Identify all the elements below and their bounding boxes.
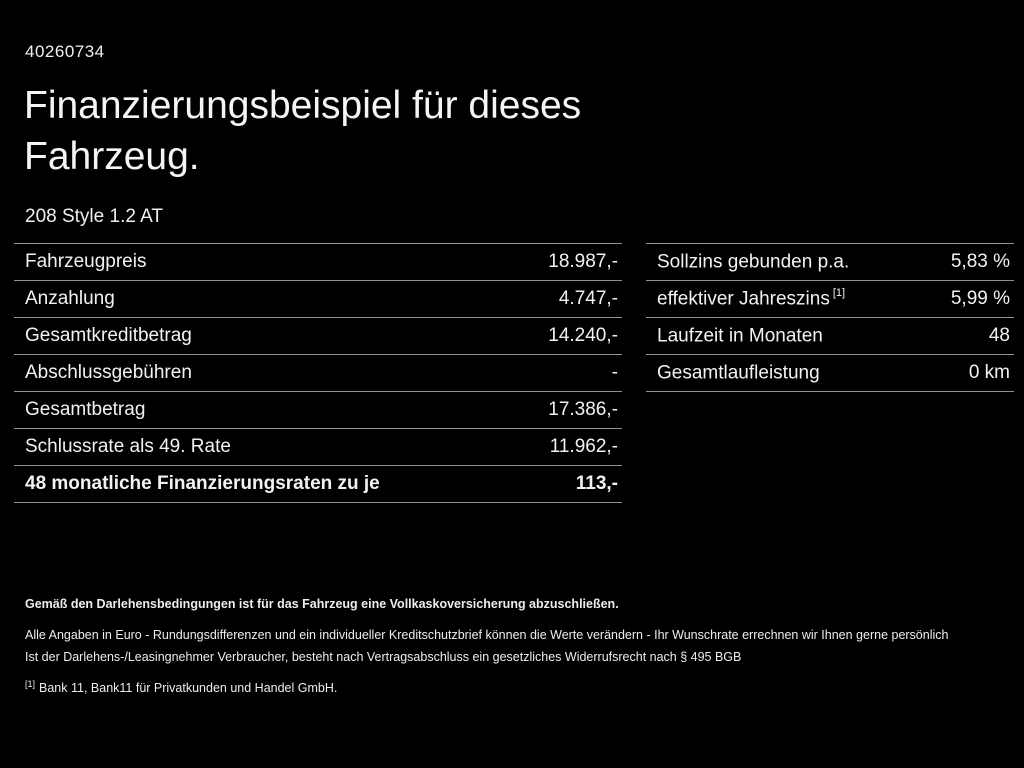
row-value: 5,99 %	[950, 288, 1010, 309]
disclaimer-line-2: Ist der Darlehens-/Leasingnehmer Verbrau…	[25, 650, 742, 664]
row-value: 14.240,-	[548, 325, 618, 346]
row-value: 113,-	[575, 473, 618, 494]
insurance-note: Gemäß den Darlehensbedingungen ist für d…	[25, 597, 619, 611]
row-label: Sollzins gebunden p.a.	[657, 251, 850, 273]
table-row-fahrzeugpreis: Fahrzeugpreis 18.987,-	[14, 243, 622, 280]
table-row-effektiver-jahreszins: effektiver Jahreszins [1] 5,99 %	[646, 280, 1014, 317]
offer-id-number: 40260734	[25, 42, 105, 61]
row-value: 17.386,-	[548, 399, 618, 420]
row-label: Gesamtkreditbetrag	[25, 325, 192, 346]
table-row-anzahlung: Anzahlung 4.747,-	[14, 280, 622, 317]
bank-footnote: [1] Bank 11, Bank11 für Privatkunden und …	[25, 679, 1004, 695]
row-value: 4.747,-	[558, 288, 618, 309]
financing-tables: Fahrzeugpreis 18.987,- Anzahlung 4.747,-…	[14, 243, 1014, 503]
table-row-gesamtkreditbetrag: Gesamtkreditbetrag 14.240,-	[14, 317, 622, 354]
row-value: 11.962,-	[549, 436, 618, 457]
row-label: Fahrzeugpreis	[25, 251, 147, 272]
row-label: 48 monatliche Finanzierungsraten zu je	[25, 473, 380, 494]
financing-table: Fahrzeugpreis 18.987,- Anzahlung 4.747,-…	[14, 243, 622, 503]
row-label: Schlussrate als 49. Rate	[25, 436, 231, 457]
row-value: 0 km	[968, 362, 1010, 383]
page-title-line1: Finanzierungsbeispiel für dieses	[24, 84, 582, 127]
row-value: 18.987,-	[548, 251, 618, 272]
table-row-schlussrate: Schlussrate als 49. Rate 11.962,-	[14, 428, 622, 465]
footnote-ref: [1]	[832, 286, 846, 299]
vehicle-model: 208 Style 1.2 AT	[25, 206, 164, 227]
table-row-monatsrate: 48 monatliche Finanzierungsraten zu je 1…	[14, 465, 622, 502]
row-label: Laufzeit in Monaten	[657, 325, 823, 347]
row-label: Gesamtbetrag	[25, 399, 146, 420]
row-label: Abschlussgebühren	[25, 362, 192, 383]
row-value: -	[611, 362, 618, 383]
page-title: Finanzierungsbeispiel für dieses Fahrzeu…	[24, 80, 581, 182]
conditions-table: Sollzins gebunden p.a. 5,83 % effektiver…	[646, 243, 1014, 392]
row-label: effektiver Jahreszins [1]	[657, 286, 846, 310]
footnote-marker: [1]	[25, 679, 36, 689]
table-row-abschlussgebuehren: Abschlussgebühren -	[14, 354, 622, 391]
row-value: 5,83 %	[950, 251, 1010, 272]
page-title-line2: Fahrzeug.	[24, 135, 200, 178]
footer-disclaimer: Gemäß den Darlehensbedingungen ist für d…	[25, 597, 1004, 695]
disclaimer-line-1: Alle Angaben in Euro - Rundungsdifferenz…	[25, 628, 949, 642]
table-row-gesamtlaufleistung: Gesamtlaufleistung 0 km	[646, 354, 1014, 391]
table-row-laufzeit: Laufzeit in Monaten 48	[646, 317, 1014, 354]
row-label: Anzahlung	[25, 288, 115, 309]
table-row-sollzins: Sollzins gebunden p.a. 5,83 %	[646, 243, 1014, 280]
row-label: Gesamtlaufleistung	[657, 362, 820, 384]
row-value: 48	[988, 325, 1010, 346]
bank-footnote-text: Bank 11, Bank11 für Privatkunden und Han…	[39, 681, 338, 696]
table-row-gesamtbetrag: Gesamtbetrag 17.386,-	[14, 391, 622, 428]
